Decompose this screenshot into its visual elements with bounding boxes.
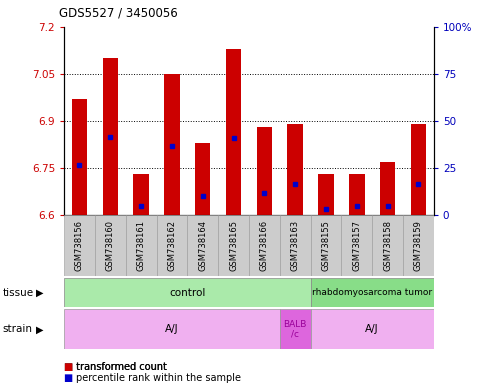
Text: GSM738155: GSM738155 xyxy=(321,220,330,271)
Bar xyxy=(257,127,272,215)
Bar xyxy=(380,162,395,215)
Text: GSM738160: GSM738160 xyxy=(106,220,115,271)
Text: GSM738159: GSM738159 xyxy=(414,220,423,271)
Bar xyxy=(195,143,211,215)
Text: GSM738162: GSM738162 xyxy=(168,220,176,271)
Text: GSM738161: GSM738161 xyxy=(137,220,145,271)
Text: ■ transformed count: ■ transformed count xyxy=(64,362,167,372)
Bar xyxy=(103,58,118,215)
FancyBboxPatch shape xyxy=(311,215,341,276)
Bar xyxy=(311,309,434,349)
FancyBboxPatch shape xyxy=(403,215,434,276)
Bar xyxy=(411,124,426,215)
FancyBboxPatch shape xyxy=(249,215,280,276)
Text: ▶: ▶ xyxy=(35,324,43,334)
FancyBboxPatch shape xyxy=(126,215,157,276)
Text: A/J: A/J xyxy=(365,324,379,334)
FancyBboxPatch shape xyxy=(157,215,187,276)
FancyBboxPatch shape xyxy=(280,215,311,276)
Bar xyxy=(349,174,364,215)
FancyBboxPatch shape xyxy=(187,215,218,276)
Bar xyxy=(311,278,434,307)
Bar xyxy=(226,49,241,215)
Bar xyxy=(280,309,311,349)
Text: tissue: tissue xyxy=(2,288,34,298)
Text: GSM738158: GSM738158 xyxy=(383,220,392,271)
FancyBboxPatch shape xyxy=(95,215,126,276)
Text: percentile rank within the sample: percentile rank within the sample xyxy=(76,373,242,383)
Bar xyxy=(134,174,149,215)
Bar xyxy=(164,74,179,215)
Text: GSM738157: GSM738157 xyxy=(352,220,361,271)
Bar xyxy=(64,309,280,349)
Bar xyxy=(72,99,87,215)
Text: transformed count: transformed count xyxy=(76,362,167,372)
Text: GSM738166: GSM738166 xyxy=(260,220,269,271)
Text: BALB
/c: BALB /c xyxy=(283,319,307,339)
Text: control: control xyxy=(169,288,206,298)
Text: ■: ■ xyxy=(64,373,76,383)
Bar xyxy=(318,174,334,215)
Text: strain: strain xyxy=(2,324,33,334)
Text: GSM738164: GSM738164 xyxy=(198,220,207,271)
FancyBboxPatch shape xyxy=(372,215,403,276)
Text: GSM738163: GSM738163 xyxy=(291,220,300,271)
Text: GSM738165: GSM738165 xyxy=(229,220,238,271)
Text: ▶: ▶ xyxy=(35,288,43,298)
FancyBboxPatch shape xyxy=(341,215,372,276)
Bar xyxy=(64,278,311,307)
Text: GDS5527 / 3450056: GDS5527 / 3450056 xyxy=(59,6,178,19)
FancyBboxPatch shape xyxy=(64,215,95,276)
FancyBboxPatch shape xyxy=(218,215,249,276)
Text: rhabdomyosarcoma tumor: rhabdomyosarcoma tumor xyxy=(312,288,432,297)
Text: GSM738156: GSM738156 xyxy=(75,220,84,271)
Bar xyxy=(287,124,303,215)
Text: A/J: A/J xyxy=(165,324,179,334)
Text: ■: ■ xyxy=(64,362,76,372)
